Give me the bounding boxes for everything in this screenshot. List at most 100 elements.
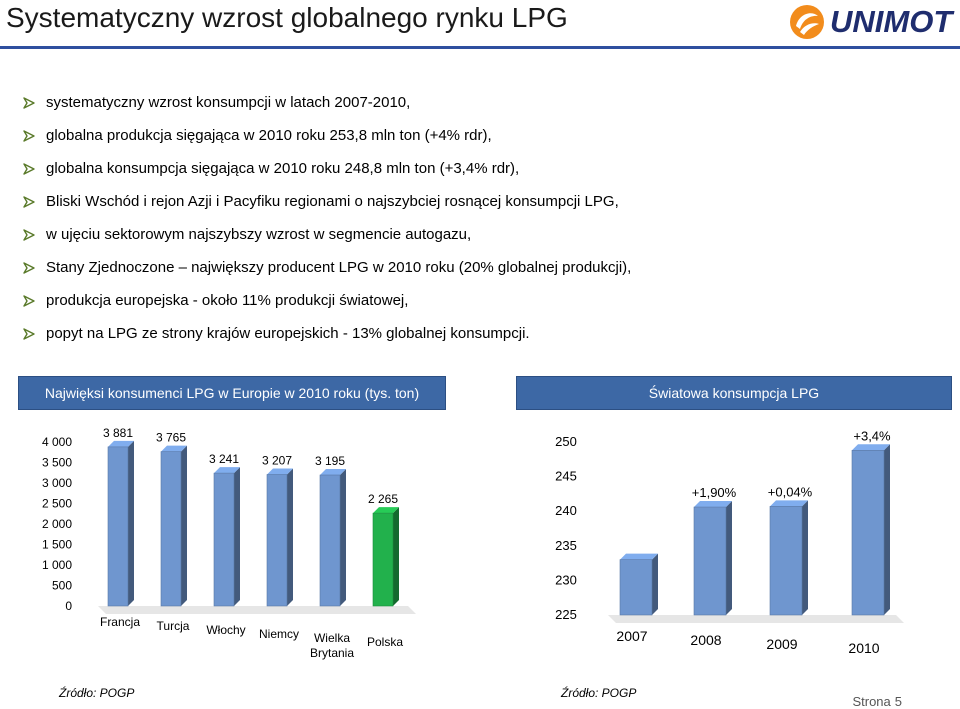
data-label: 3 881 [103,426,133,440]
bar-face [619,559,653,616]
bar-top [620,553,658,560]
bar-side [393,507,399,606]
x-category-label: Turcja [157,619,190,633]
bar-4 [319,469,346,607]
bar-side [652,553,658,615]
data-label: 3 765 [156,431,186,445]
arrow-bullet-icon [23,163,35,175]
x-category-label: Niemcy [259,627,299,641]
bar-2 [213,467,240,607]
x-category-label: Włochy [206,623,245,637]
y-tick-label: 3 000 [42,476,72,490]
growth-annotation: +0,04% [768,484,813,499]
x-category-label: 2010 [848,640,879,656]
data-label: 2 265 [368,492,398,506]
bullet-text: Stany Zjednoczone – największy producent… [46,259,632,276]
page-number-value: 5 [894,694,902,709]
page-label: Strona [852,694,891,709]
bar-side [726,501,732,615]
bullet-item: globalna konsumpcja sięgająca w 2010 rok… [20,159,631,192]
bar-top [267,468,293,475]
bar-top [373,507,399,514]
y-tick-label: 2 500 [42,497,72,511]
bullet-item: Bliski Wschód i rejon Azji i Pacyfiku re… [20,192,631,225]
bar-side [234,467,240,606]
bar-top [214,467,240,474]
bar-0 [619,553,658,616]
left-panel-header: Najwięksi konsumenci LPG w Europie w 201… [18,376,446,410]
bullet-item: systematyczny wzrost konsumpcji w latach… [20,93,631,126]
bar-face [266,474,288,607]
bar-side [181,445,187,606]
bullet-item: produkcja europejska - około 11% produkc… [20,291,631,324]
bar-face [213,472,235,607]
logo-flame-icon [790,5,824,39]
bar-side [287,468,293,606]
data-label: 3 241 [209,452,239,466]
y-tick-label: 240 [555,503,577,518]
bar-face [319,474,341,607]
data-label: 3 195 [315,454,345,468]
x-category-label: Francja [100,615,140,629]
data-label: 3 207 [262,454,292,468]
y-tick-label: 225 [555,607,577,622]
y-tick-label: 2 000 [42,517,72,531]
y-tick-label: 245 [555,469,577,484]
title-divider [0,46,960,49]
x-category-label: 2009 [766,636,797,652]
bar-top [770,500,808,507]
bullet-text: popyt na LPG ze strony krajów europejski… [46,325,530,342]
bar-5 [372,507,399,607]
bar-3 [851,444,890,616]
arrow-bullet-icon [23,196,35,208]
unimot-logo: UNIMOT [787,2,959,42]
source-right: Źródło: POGP [561,686,637,700]
bar-face [693,506,727,616]
bar-side [884,444,890,615]
bullet-text: produkcja europejska - około 11% produkc… [46,292,409,309]
bar-3 [266,468,293,607]
y-tick-label: 230 [555,572,577,587]
arrow-bullet-icon [23,97,35,109]
chart-world-consumption: 250 245 240 235 230 225 2007 +1,90% 2008 +0,04% 20… [555,428,904,656]
bar-top [694,501,732,508]
bar-face [851,450,885,616]
x-category-label: Brytania [310,646,354,660]
y-tick-label: 3 500 [42,456,72,470]
y-tick-label: 250 [555,434,577,449]
arrow-bullet-icon [23,295,35,307]
bar-0 [107,440,134,607]
bullet-text: Bliski Wschód i rejon Azji i Pacyfiku re… [46,193,619,210]
y-tick-label: 235 [555,538,577,553]
bar-top [161,445,187,452]
page-number: Strona 5 [848,694,902,709]
y-tick-label: 0 [65,599,72,613]
arrow-bullet-icon [23,130,35,142]
x-category-label: Wielka [314,631,350,645]
x-category-label: 2008 [690,632,721,648]
growth-annotation: +1,90% [692,485,737,500]
bullet-text: w ujęciu sektorowym najszybszy wzrost w … [46,226,472,243]
bullet-item: globalna produkcja sięgająca w 2010 roku… [20,126,631,159]
bar-side [128,440,134,606]
floor [608,615,904,623]
bar-2 [769,500,808,616]
y-tick-label: 4 000 [42,435,72,449]
bar-1 [693,501,732,616]
right-panel-header: Światowa konsumpcja LPG [516,376,952,410]
bar-side [340,469,346,606]
bar-side [802,500,808,615]
floor [98,606,416,614]
chart-europe-consumers: 4 000 3 500 3 000 2 500 2 000 1 500 1 000 500 0 3… [42,426,416,660]
bar-top [852,444,890,451]
arrow-bullet-icon [23,262,35,274]
bar-face [160,451,182,607]
bar-face [769,506,803,616]
y-tick-label: 1 500 [42,538,72,552]
y-tick-label: 1 000 [42,558,72,572]
bar-top [320,469,346,476]
bullet-item: Stany Zjednoczone – największy producent… [20,258,631,291]
bar-1 [160,445,187,607]
logo-text: UNIMOT [830,4,953,39]
x-category-label: 2007 [616,628,647,644]
